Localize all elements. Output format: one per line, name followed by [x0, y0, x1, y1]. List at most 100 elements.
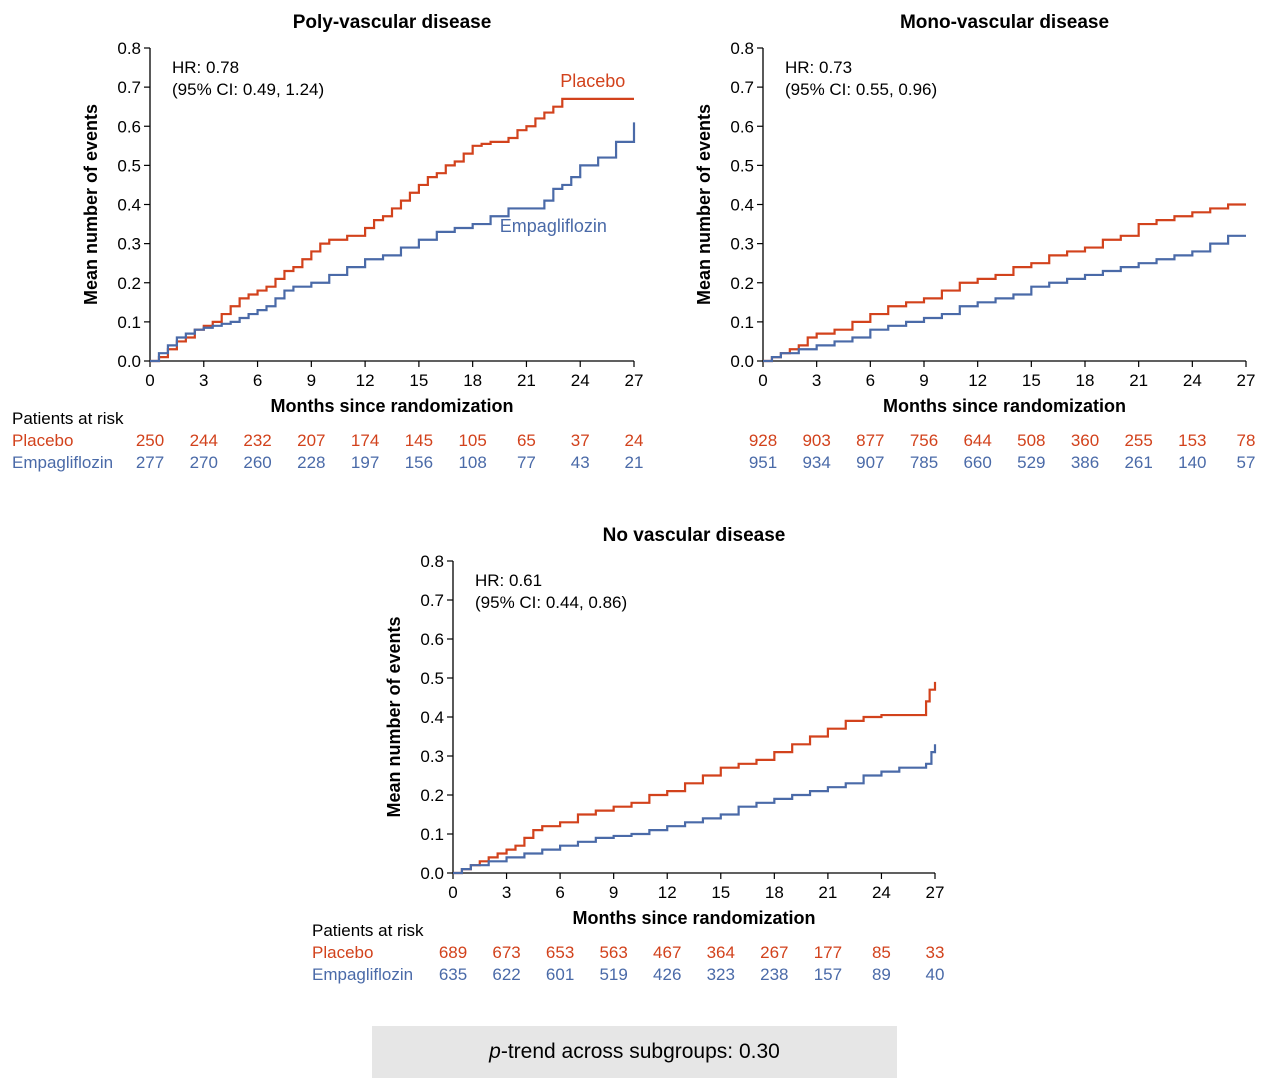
- y-tick-label: 0.1: [117, 313, 141, 332]
- risk-value-placebo: 903: [802, 431, 830, 450]
- risk-value-placebo: 756: [910, 431, 938, 450]
- chart-panel-3: No vascular disease 0.0 0.1 0.2 0.3 0.4 0.5 0.6…: [312, 525, 944, 984]
- y-tick-label: 0.1: [730, 313, 754, 332]
- risk-row-label-placebo: Placebo: [312, 943, 373, 962]
- risk-value-placebo: 232: [243, 431, 271, 450]
- hr-ci-text: (95% CI: 0.44, 0.86): [475, 593, 627, 612]
- y-tick-label: 0.5: [117, 156, 141, 175]
- x-tick-label: 27: [625, 371, 644, 390]
- x-tick-label: 24: [571, 371, 590, 390]
- risk-value-placebo: 928: [749, 431, 777, 450]
- risk-table-header: Patients at risk: [312, 921, 424, 940]
- y-tick-label: 0.0: [117, 352, 141, 371]
- x-tick-label: 0: [758, 371, 767, 390]
- series-line-placebo: [453, 681, 937, 875]
- risk-value-placebo: 360: [1071, 431, 1099, 450]
- risk-value-empagliflozin: 260: [243, 453, 271, 472]
- risk-value-empagliflozin: 157: [814, 965, 842, 984]
- x-tick-label: 24: [872, 883, 891, 902]
- x-tick-label: 15: [409, 371, 428, 390]
- risk-value-empagliflozin: 519: [599, 965, 627, 984]
- x-tick-label: 24: [1183, 371, 1202, 390]
- y-axis-label: Mean number of events: [694, 104, 714, 305]
- risk-value-placebo: 85: [872, 943, 891, 962]
- hr-ci-text: (95% CI: 0.55, 0.96): [785, 80, 937, 99]
- risk-row-label-empagliflozin: Empagliflozin: [12, 453, 113, 472]
- risk-value-placebo: 78: [1237, 431, 1256, 450]
- risk-value-placebo: 145: [405, 431, 433, 450]
- chart-title: Poly-vascular disease: [293, 12, 492, 33]
- risk-value-placebo: 653: [546, 943, 574, 962]
- y-tick-label: 0.2: [420, 786, 444, 805]
- y-tick-label: 0.6: [117, 117, 141, 136]
- y-tick-label: 0.3: [420, 747, 444, 766]
- x-tick-label: 18: [463, 371, 482, 390]
- x-tick-label: 27: [926, 883, 945, 902]
- risk-value-placebo: 244: [190, 431, 218, 450]
- y-tick-label: 0.8: [420, 552, 444, 571]
- risk-value-empagliflozin: 57: [1237, 453, 1256, 472]
- y-tick-label: 0.0: [420, 864, 444, 883]
- chart-title: No vascular disease: [603, 525, 786, 546]
- risk-value-empagliflozin: 622: [492, 965, 520, 984]
- hr-ci-text: (95% CI: 0.49, 1.24): [172, 80, 324, 99]
- p-trend-box: p -trend across subgroups: 0.30: [372, 1026, 897, 1078]
- y-tick-label: 0.3: [117, 235, 141, 254]
- y-tick-label: 0.7: [730, 78, 754, 97]
- x-tick-label: 27: [1237, 371, 1256, 390]
- series-line-empagliflozin: [763, 234, 1246, 363]
- y-axis-label: Mean number of events: [384, 616, 404, 817]
- risk-value-placebo: 563: [599, 943, 627, 962]
- risk-value-empagliflozin: 77: [517, 453, 536, 472]
- risk-value-empagliflozin: 228: [297, 453, 325, 472]
- y-tick-label: 0.5: [420, 669, 444, 688]
- series-line-placebo: [150, 97, 634, 363]
- risk-value-empagliflozin: 635: [439, 965, 467, 984]
- x-axis-label: Months since randomization: [270, 396, 513, 416]
- x-tick-label: 12: [658, 883, 677, 902]
- x-tick-label: 21: [517, 371, 536, 390]
- x-tick-label: 6: [866, 371, 875, 390]
- hr-text: HR: 0.61: [475, 571, 542, 590]
- y-tick-label: 0.8: [730, 39, 754, 58]
- x-tick-label: 21: [1129, 371, 1148, 390]
- x-axis-label: Months since randomization: [883, 396, 1126, 416]
- risk-value-placebo: 250: [136, 431, 164, 450]
- y-tick-label: 0.7: [117, 78, 141, 97]
- risk-value-placebo: 174: [351, 431, 379, 450]
- series-label-empagliflozin: Empagliflozin: [500, 216, 607, 236]
- series-label-placebo: Placebo: [560, 71, 625, 91]
- risk-value-empagliflozin: 197: [351, 453, 379, 472]
- risk-value-placebo: 37: [571, 431, 590, 450]
- p-trend-p-letter: p: [489, 1040, 501, 1063]
- risk-value-placebo: 508: [1017, 431, 1045, 450]
- risk-value-empagliflozin: 140: [1178, 453, 1206, 472]
- x-tick-label: 15: [1022, 371, 1041, 390]
- x-tick-label: 9: [609, 883, 618, 902]
- risk-value-empagliflozin: 238: [760, 965, 788, 984]
- risk-value-placebo: 467: [653, 943, 681, 962]
- risk-value-empagliflozin: 907: [856, 453, 884, 472]
- y-tick-label: 0.6: [420, 630, 444, 649]
- y-axis-label: Mean number of events: [81, 104, 101, 305]
- y-tick-label: 0.1: [420, 825, 444, 844]
- risk-value-empagliflozin: 108: [458, 453, 486, 472]
- risk-value-empagliflozin: 43: [571, 453, 590, 472]
- x-tick-label: 0: [145, 371, 154, 390]
- y-tick-label: 0.3: [730, 235, 754, 254]
- hr-text: HR: 0.73: [785, 58, 852, 77]
- risk-value-placebo: 65: [517, 431, 536, 450]
- risk-value-placebo: 267: [760, 943, 788, 962]
- risk-value-placebo: 673: [492, 943, 520, 962]
- risk-value-empagliflozin: 529: [1017, 453, 1045, 472]
- risk-value-placebo: 105: [458, 431, 486, 450]
- y-tick-label: 0.6: [730, 117, 754, 136]
- risk-value-empagliflozin: 277: [136, 453, 164, 472]
- y-tick-label: 0.4: [117, 196, 141, 215]
- x-tick-label: 18: [765, 883, 784, 902]
- x-axis-label: Months since randomization: [572, 908, 815, 928]
- risk-value-placebo: 33: [926, 943, 945, 962]
- risk-value-empagliflozin: 426: [653, 965, 681, 984]
- risk-value-empagliflozin: 40: [926, 965, 945, 984]
- risk-value-empagliflozin: 386: [1071, 453, 1099, 472]
